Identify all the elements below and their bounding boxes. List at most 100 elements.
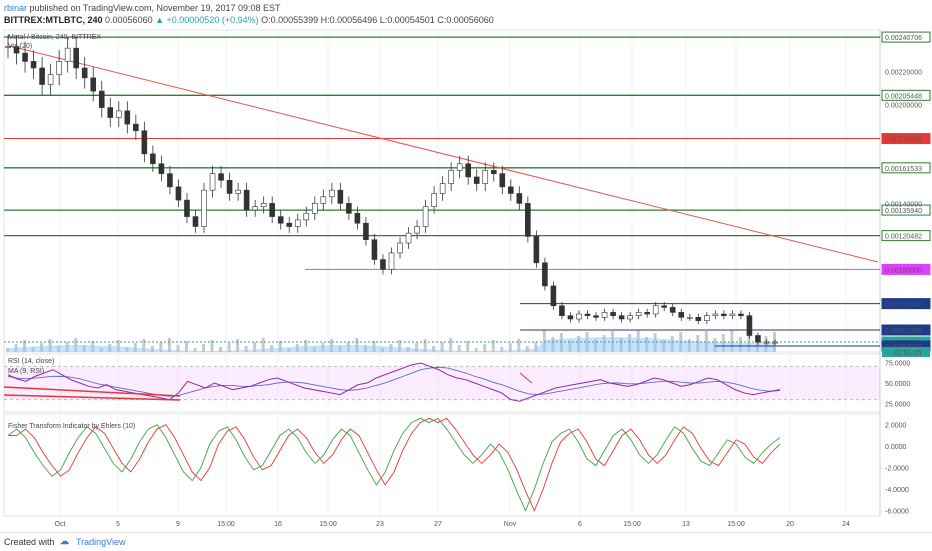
- candle-up: [405, 232, 412, 244]
- candle-down: [516, 193, 523, 204]
- candle-down: [218, 173, 224, 181]
- candle-down: [593, 315, 599, 318]
- candle-up: [482, 170, 489, 184]
- x-tick-label: 20: [786, 521, 794, 528]
- volume-bar: [227, 343, 231, 352]
- volume-bar: [432, 346, 436, 352]
- volume-bar: [730, 330, 734, 352]
- fisher-trigger-line: [8, 417, 781, 512]
- author-link[interactable]: rbinar: [4, 3, 28, 13]
- candle-down: [39, 67, 45, 85]
- candle-down: [90, 77, 97, 92]
- chart-canvas[interactable]: Oct 5 9 15:00 16 15:00 23 27 Nov 6 15:00 13 15:00 20 2…: [0, 0, 932, 532]
- candle-up: [635, 312, 642, 316]
- candle-up: [431, 193, 437, 207]
- fisher-line: [7, 417, 781, 512]
- volume-bar: [261, 338, 265, 352]
- level-price-tag: [881, 230, 931, 242]
- fisher-pane-title: Fisher Transform Indicator by Ehlers (10…: [8, 423, 135, 430]
- fisher-tick-label: -4.0000: [885, 487, 909, 494]
- volume-bar: [525, 346, 529, 352]
- volume-bar: [167, 338, 171, 352]
- candle-down: [380, 259, 386, 270]
- candle-down: [508, 186, 514, 194]
- candle-up: [201, 189, 207, 227]
- volume-ma-area: [8, 337, 775, 352]
- tradingview-brand[interactable]: TradingView: [76, 537, 126, 547]
- level-price-label: 0.00063336: [885, 328, 922, 335]
- volume-bar: [415, 343, 419, 352]
- candle-up: [763, 341, 770, 344]
- candle-down: [550, 285, 557, 307]
- candle-up: [456, 163, 463, 171]
- candle-down: [286, 222, 293, 227]
- volume-bar: [23, 340, 27, 352]
- level-price-tag: [881, 204, 931, 216]
- publish-info: published on TradingView.com, November 1…: [29, 3, 281, 13]
- volume-bar: [176, 345, 180, 352]
- candle-down: [98, 90, 105, 108]
- y-tick-label: 0.00140000: [885, 201, 922, 208]
- level-price-label: 0.00100000: [885, 267, 922, 274]
- candle-up: [686, 317, 693, 319]
- candle-down: [678, 312, 685, 318]
- candle-down: [175, 186, 182, 201]
- candle-up: [388, 252, 395, 270]
- candle-up: [448, 170, 454, 184]
- fisher-tick-label: 2.0000: [885, 423, 907, 430]
- volume-bar: [74, 338, 78, 352]
- countdown-label: 01:51:25: [894, 350, 921, 357]
- candle-up: [439, 183, 446, 194]
- candle-down: [30, 61, 37, 69]
- candle-down: [22, 52, 28, 62]
- last-price: 0.00056060: [105, 15, 153, 25]
- x-tick-label: 15:00: [623, 521, 641, 528]
- level-price-tag: [881, 31, 931, 43]
- candle-up: [115, 110, 122, 118]
- level-price-tag: [881, 89, 931, 101]
- candle-down: [269, 203, 275, 217]
- candle-up: [601, 312, 608, 318]
- candle-down: [354, 212, 361, 224]
- volume-bar: [483, 344, 487, 352]
- candle-down: [184, 199, 190, 217]
- countdown-tag: [882, 346, 930, 357]
- volume-bar: [534, 342, 538, 352]
- candle-down: [661, 305, 668, 308]
- x-tick-label: 27: [434, 521, 442, 528]
- x-tick-label: 24: [842, 521, 850, 528]
- candle-down: [346, 203, 352, 214]
- volume-bar: [398, 340, 402, 352]
- level-price-tag: [881, 298, 931, 310]
- candle-down: [567, 315, 574, 320]
- fisher-tick-label: -2.0000: [885, 466, 909, 473]
- level-price-label: 0.00135940: [885, 208, 922, 215]
- volume-label: Vol (20): [8, 43, 32, 50]
- candle-up: [303, 212, 310, 221]
- candle-down: [337, 189, 344, 204]
- volume-bar: [142, 339, 146, 352]
- volume-bar: [500, 347, 504, 352]
- candle-up: [576, 313, 582, 320]
- candle-up: [320, 196, 327, 204]
- fisher-tick-label: 0.0000: [885, 444, 907, 451]
- volume-bar: [355, 338, 359, 352]
- candle-down: [746, 315, 753, 336]
- rsi-tick-label: 25.0000: [885, 402, 910, 409]
- volume-bar: [704, 331, 708, 352]
- volume-bar: [449, 338, 453, 352]
- volume-bar: [202, 344, 206, 352]
- volume-bar: [219, 347, 223, 352]
- candle-down: [669, 307, 676, 313]
- candle-down: [473, 176, 480, 184]
- rsi-ma-label: MA (9, RSI): [8, 368, 44, 375]
- rsi-tick-label: 75.0000: [885, 360, 910, 367]
- tradingview-logo-icon[interactable]: ☁: [60, 536, 69, 546]
- candle-down: [363, 222, 369, 241]
- candle-down: [81, 67, 88, 79]
- volume-bar: [133, 343, 137, 352]
- candle-up: [47, 74, 54, 85]
- candle-down: [542, 262, 548, 287]
- publish-line: rbinar published on TradingView.com, Nov…: [4, 3, 281, 14]
- candle-up: [652, 305, 659, 315]
